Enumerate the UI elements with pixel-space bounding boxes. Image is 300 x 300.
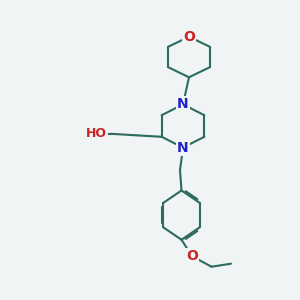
Text: O: O	[183, 30, 195, 44]
Text: HO: HO	[86, 127, 107, 140]
Text: N: N	[177, 98, 189, 111]
Text: O: O	[186, 249, 198, 263]
Text: N: N	[177, 141, 189, 154]
